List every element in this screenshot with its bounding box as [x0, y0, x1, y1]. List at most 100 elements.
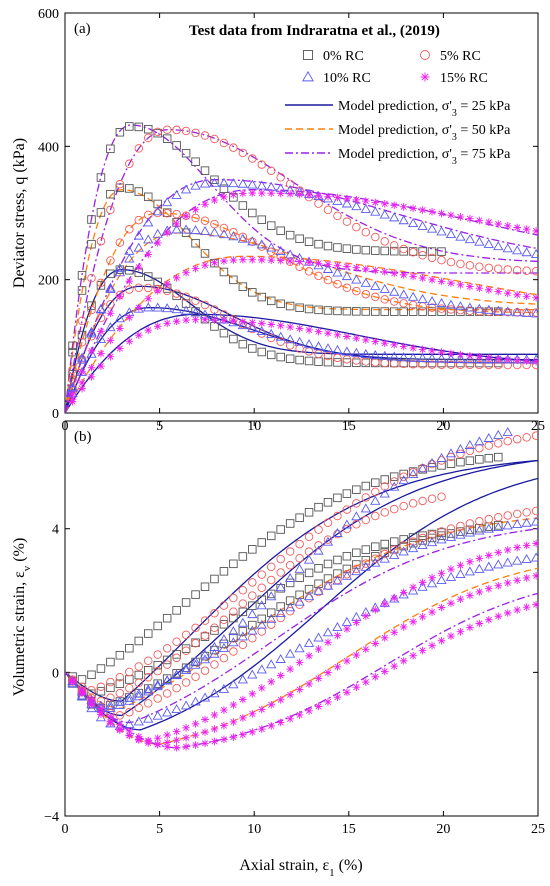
data-point-asterisk [371, 672, 380, 681]
data-point-asterisk [191, 731, 200, 739]
data-point-circle [134, 703, 144, 713]
data-point-triangle [502, 557, 513, 567]
data-point-triangle [407, 352, 419, 362]
legend-label: Model prediction, σ'3 = 75 kPa [338, 147, 511, 167]
data-point-asterisk [257, 319, 266, 328]
x-tick-label: 25 [531, 822, 545, 837]
data-point-triangle [133, 688, 144, 698]
data-point-triangle [493, 429, 504, 439]
data-point-square [172, 650, 181, 659]
data-point-asterisk [447, 565, 455, 573]
data-point-triangle [360, 277, 371, 287]
data-point-triangle [398, 215, 409, 225]
data-point-asterisk [305, 191, 313, 199]
data-point-square [304, 508, 314, 517]
data-point-circle [465, 519, 475, 528]
data-point-circle [285, 341, 295, 350]
data-point-asterisk [399, 271, 408, 279]
data-point-square [456, 457, 465, 467]
data-point-square [248, 344, 257, 353]
data-point-circle [153, 650, 162, 659]
data-point-circle [380, 549, 389, 559]
data-point-square [96, 173, 106, 182]
data-point-circle [115, 179, 125, 189]
data-point-triangle [143, 302, 154, 312]
data-point-asterisk [220, 316, 228, 325]
data-point-square [484, 453, 494, 463]
data-point-circle [115, 688, 125, 698]
data-point-asterisk [409, 651, 417, 660]
data-point-triangle [162, 707, 173, 717]
data-point-square [418, 307, 427, 316]
data-point-triangle [171, 670, 182, 680]
data-point-asterisk [305, 707, 313, 715]
data-point-square [115, 679, 125, 688]
data-point-triangle [256, 239, 267, 249]
data-point-triangle [512, 307, 523, 317]
data-point-square [437, 247, 446, 256]
data-point-square [333, 358, 342, 367]
data-point-asterisk [106, 717, 115, 726]
data-point-square [437, 531, 446, 540]
data-point-asterisk [503, 289, 512, 297]
data-point-triangle [76, 352, 88, 362]
data-point-triangle [247, 625, 258, 635]
data-point-asterisk [305, 651, 313, 660]
data-point-asterisk [494, 581, 503, 590]
data-point-square [238, 627, 248, 636]
data-point-triangle [171, 304, 182, 314]
data-point-asterisk [362, 612, 370, 620]
data-point-asterisk [503, 579, 512, 587]
data-point-triangle [199, 178, 211, 188]
data-point-circle [106, 205, 115, 215]
data-point-asterisk [201, 739, 209, 748]
data-point-asterisk [522, 603, 531, 611]
data-point-asterisk [182, 268, 190, 277]
data-point-circle [285, 607, 295, 616]
data-point-triangle [370, 557, 381, 567]
x-tick-label: 5 [156, 822, 163, 837]
data-point-circle [200, 631, 210, 640]
data-point-asterisk [210, 258, 219, 267]
panel-b-yticks: −4 0 4 [44, 523, 538, 825]
data-point-square [162, 613, 172, 623]
data-point-square [352, 245, 361, 254]
data-point-asterisk [106, 352, 115, 361]
data-point-circle [352, 499, 361, 508]
data-point-circle [257, 570, 267, 579]
data-point-circle [200, 300, 210, 310]
data-point-circle [427, 360, 437, 369]
data-point-triangle [455, 301, 466, 311]
data-point-triangle [180, 665, 192, 675]
data-point-triangle [351, 511, 362, 521]
data-point-square [229, 559, 238, 569]
data-point-asterisk [447, 349, 455, 358]
data-point-asterisk [286, 665, 294, 673]
data-point-circle [162, 689, 172, 698]
data-point-circle [371, 292, 380, 302]
data-point-triangle [152, 710, 163, 720]
data-point-triangle [332, 621, 343, 632]
data-point-triangle [180, 700, 192, 710]
data-point-triangle [502, 427, 513, 437]
data-point-square [304, 584, 314, 594]
data-point-square [181, 644, 191, 653]
data-point-triangle [285, 334, 296, 344]
data-point-triangle [426, 353, 438, 363]
data-point-asterisk [239, 255, 247, 264]
data-point-triangle [143, 713, 154, 723]
data-point-square [437, 358, 446, 368]
data-point-asterisk [494, 612, 503, 621]
data-point-circle [503, 265, 512, 274]
data-point-circle [162, 125, 172, 134]
data-point-circle [276, 568, 285, 577]
data-point-triangle [445, 571, 457, 581]
data-point-triangle [341, 271, 353, 281]
data-point-asterisk [163, 743, 171, 751]
data-point-triangle [199, 649, 211, 659]
data-point-asterisk [456, 627, 465, 636]
data-point-square [494, 521, 503, 530]
data-point-triangle [218, 643, 230, 653]
data-point-asterisk [125, 727, 134, 735]
